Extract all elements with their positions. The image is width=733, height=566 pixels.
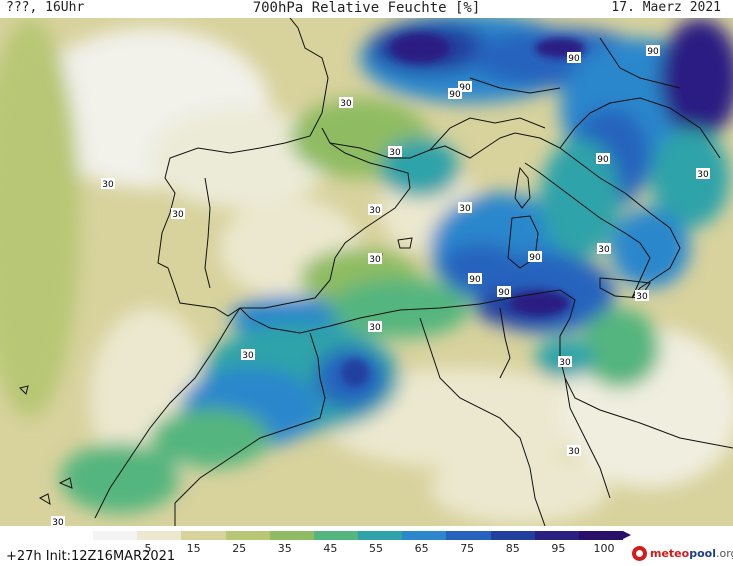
- contour-label: 30: [51, 516, 65, 526]
- svg-text:30: 30: [52, 518, 64, 526]
- svg-text:30: 30: [242, 351, 254, 361]
- contour-label: 30: [635, 290, 649, 302]
- svg-text:30: 30: [568, 447, 580, 457]
- colorbar-segment: [269, 531, 314, 540]
- footer: 5 15 25 35 45 55 65 75 85 95 100 +27h Init:12Z16MA…: [0, 526, 733, 566]
- colorbar-segment: [225, 531, 270, 540]
- svg-text:30: 30: [172, 210, 184, 220]
- contour-label: 90: [458, 81, 472, 93]
- forecast-date: 17. Maerz 2021: [611, 0, 721, 15]
- svg-text:30: 30: [102, 180, 114, 190]
- logo-text: meteopool.org: [650, 546, 733, 560]
- svg-text:90: 90: [449, 90, 461, 100]
- colorbar-arrow: [623, 531, 631, 539]
- svg-text:30: 30: [369, 255, 381, 265]
- contour-label: 30: [567, 445, 581, 457]
- svg-text:30: 30: [559, 358, 571, 368]
- svg-text:90: 90: [597, 155, 609, 165]
- colorbar: [93, 531, 624, 540]
- colorbar-tick-label: 65: [414, 542, 429, 555]
- colorbar-tick-label: 35: [277, 542, 292, 555]
- contour-label: 90: [448, 88, 462, 100]
- map-canvas: 30 30 30 30 30 30 30 30 30 30 30 30 30 3…: [0, 18, 733, 526]
- svg-text:30: 30: [459, 204, 471, 214]
- contour-labels: 30 30 30 30 30 30 30 30 30 30 30 30 30 3…: [51, 45, 710, 526]
- svg-text:30: 30: [369, 323, 381, 333]
- map-title: 700hPa Relative Feuchte [%]: [252, 0, 481, 16]
- humidity-map: 30 30 30 30 30 30 30 30 30 30 30 30 30 3…: [0, 18, 733, 526]
- contour-label: 90: [596, 153, 610, 165]
- colorbar-tick-label: 85: [505, 542, 520, 555]
- svg-text:30: 30: [389, 148, 401, 158]
- colorbar-segment: [490, 531, 535, 540]
- contour-label: 90: [646, 45, 660, 57]
- svg-text:90: 90: [498, 288, 510, 298]
- contour-label: 30: [101, 178, 115, 190]
- colorbar-tick-label: 75: [460, 542, 475, 555]
- svg-text:90: 90: [647, 47, 659, 57]
- svg-text:30: 30: [636, 292, 648, 302]
- colorbar-tick-label: 95: [551, 542, 566, 555]
- svg-text:30: 30: [369, 206, 381, 216]
- contour-label: 90: [567, 52, 581, 64]
- svg-text:90: 90: [469, 275, 481, 285]
- contour-label: 90: [497, 286, 511, 298]
- contour-label: 30: [241, 349, 255, 361]
- contour-label: 30: [558, 356, 572, 368]
- contour-label: 30: [339, 97, 353, 109]
- colorbar-tick-label: 25: [232, 542, 247, 555]
- contour-label: 90: [528, 251, 542, 263]
- contour-label: 30: [696, 168, 710, 180]
- svg-text:90: 90: [529, 253, 541, 263]
- colorbar-segment: [534, 531, 579, 540]
- header: ???, 16Uhr 700hPa Relative Feuchte [%] 1…: [0, 0, 733, 18]
- contour-label: 90: [468, 273, 482, 285]
- run-info: +27h Init:12Z16MAR2021: [6, 549, 176, 564]
- colorbar-segment: [137, 531, 182, 540]
- colorbar-segment: [402, 531, 447, 540]
- contour-label: 30: [597, 243, 611, 255]
- contour-label: 30: [368, 321, 382, 333]
- svg-text:30: 30: [598, 245, 610, 255]
- logo-icon: [632, 545, 647, 561]
- contour-label: 30: [368, 204, 382, 216]
- meteopool-logo[interactable]: meteopool.org: [632, 544, 733, 562]
- colorbar-segment: [93, 531, 138, 540]
- colorbar-tick-label: 55: [369, 542, 383, 555]
- contour-label: 30: [388, 146, 402, 158]
- colorbar-tick-label: 45: [323, 542, 338, 555]
- svg-text:90: 90: [459, 83, 471, 93]
- colorbar-segment: [578, 531, 624, 540]
- colorbar-segment: [358, 531, 403, 540]
- colorbar-tick-label: 15: [186, 542, 201, 555]
- forecast-time: ???, 16Uhr: [6, 0, 85, 15]
- colorbar-segment: [181, 531, 226, 540]
- colorbar-segment: [446, 531, 491, 540]
- svg-text:30: 30: [340, 99, 352, 109]
- colorbar-tick-label: 5: [144, 542, 152, 555]
- colorbar-segment: [313, 531, 359, 540]
- colorbar-tick-label: 100: [593, 542, 615, 555]
- contour-label: 30: [171, 208, 185, 220]
- contour-label: 30: [368, 253, 382, 265]
- svg-text:30: 30: [697, 170, 709, 180]
- contour-label: 30: [458, 202, 472, 214]
- svg-text:90: 90: [568, 54, 580, 64]
